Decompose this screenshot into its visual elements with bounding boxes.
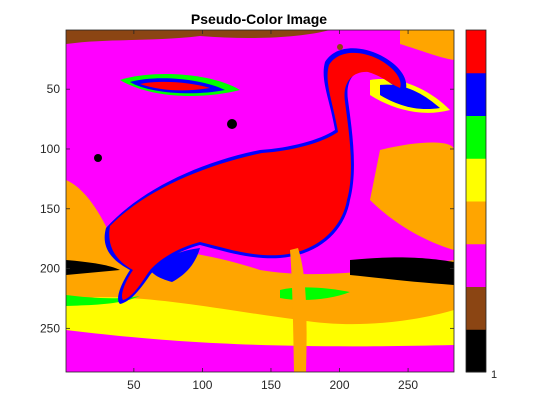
- colorbar: [465, 29, 487, 373]
- colorbar-swatch: [466, 72, 486, 116]
- colorbar-swatch: [466, 329, 486, 373]
- x-tick-label: 200: [330, 378, 350, 392]
- x-axis: 50 100 150 200 250: [127, 30, 418, 392]
- colorbar-tick-label: 1: [491, 369, 497, 381]
- y-tick-label: 100: [40, 142, 60, 156]
- x-tick-label: 100: [192, 378, 212, 392]
- x-tick-label: 150: [261, 378, 281, 392]
- y-axis: 50 100 150 200 250: [40, 82, 454, 335]
- chart-title: Pseudo-Color Image: [191, 11, 327, 27]
- y-tick-label: 250: [40, 321, 60, 335]
- x-tick-label: 50: [127, 378, 141, 392]
- y-tick-label: 150: [40, 202, 60, 216]
- y-tick-label: 200: [40, 262, 60, 276]
- y-tick-label: 50: [47, 82, 61, 96]
- colorbar-frame: [465, 29, 487, 373]
- colorbar-swatch: [466, 243, 486, 287]
- colorbar-swatch: [466, 201, 486, 245]
- plot-frame: [65, 29, 455, 373]
- x-tick-label: 250: [398, 378, 418, 392]
- colorbar-swatch: [466, 158, 486, 202]
- heatmap-image: [66, 30, 454, 372]
- colorbar-swatch: [466, 30, 486, 74]
- colorbar-swatch: [466, 286, 486, 330]
- colorbar-swatch: [466, 115, 486, 159]
